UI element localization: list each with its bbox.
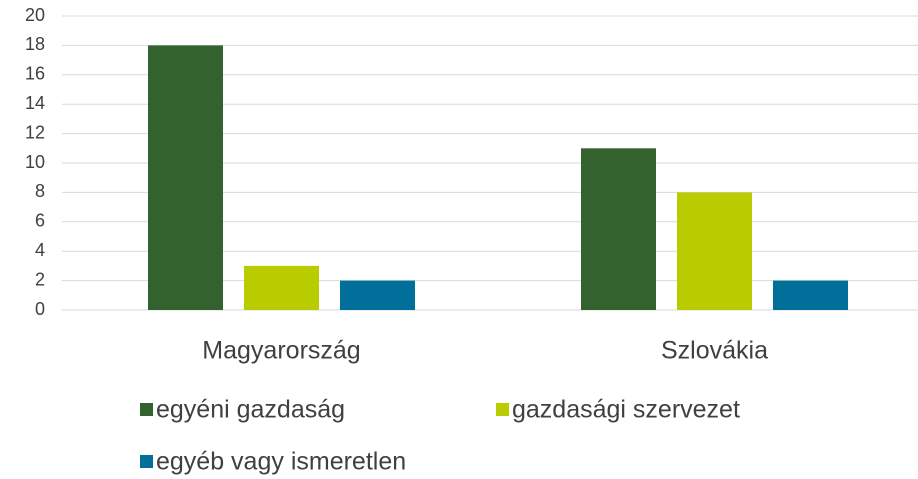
y-tick-label: 12 (25, 122, 45, 142)
legend-swatch (140, 455, 153, 468)
y-tick-label: 4 (35, 240, 45, 260)
legend-swatch (496, 403, 509, 416)
y-tick-label: 10 (25, 152, 45, 172)
y-tick-label: 14 (25, 93, 45, 113)
legend-label: gazdasági szervezet (512, 396, 740, 424)
bar (244, 265, 319, 310)
bar (340, 280, 415, 310)
y-tick-label: 0 (35, 299, 45, 319)
y-tick-label: 6 (35, 211, 45, 231)
y-tick-label: 2 (35, 269, 45, 289)
x-tick-label: Magyarország (202, 337, 360, 365)
bar (148, 45, 223, 311)
legend-swatch (140, 403, 153, 416)
x-tick-label: Szlovákia (661, 337, 768, 365)
y-tick-label: 20 (25, 5, 45, 25)
y-tick-label: 16 (25, 64, 45, 84)
bar (677, 192, 752, 310)
y-tick-label: 8 (35, 181, 45, 201)
bar (773, 280, 848, 310)
bar (581, 148, 656, 310)
y-tick-label: 18 (25, 34, 45, 54)
legend-label: egyéni gazdaság (156, 396, 345, 424)
legend-label: egyéb vagy ismeretlen (156, 448, 406, 476)
